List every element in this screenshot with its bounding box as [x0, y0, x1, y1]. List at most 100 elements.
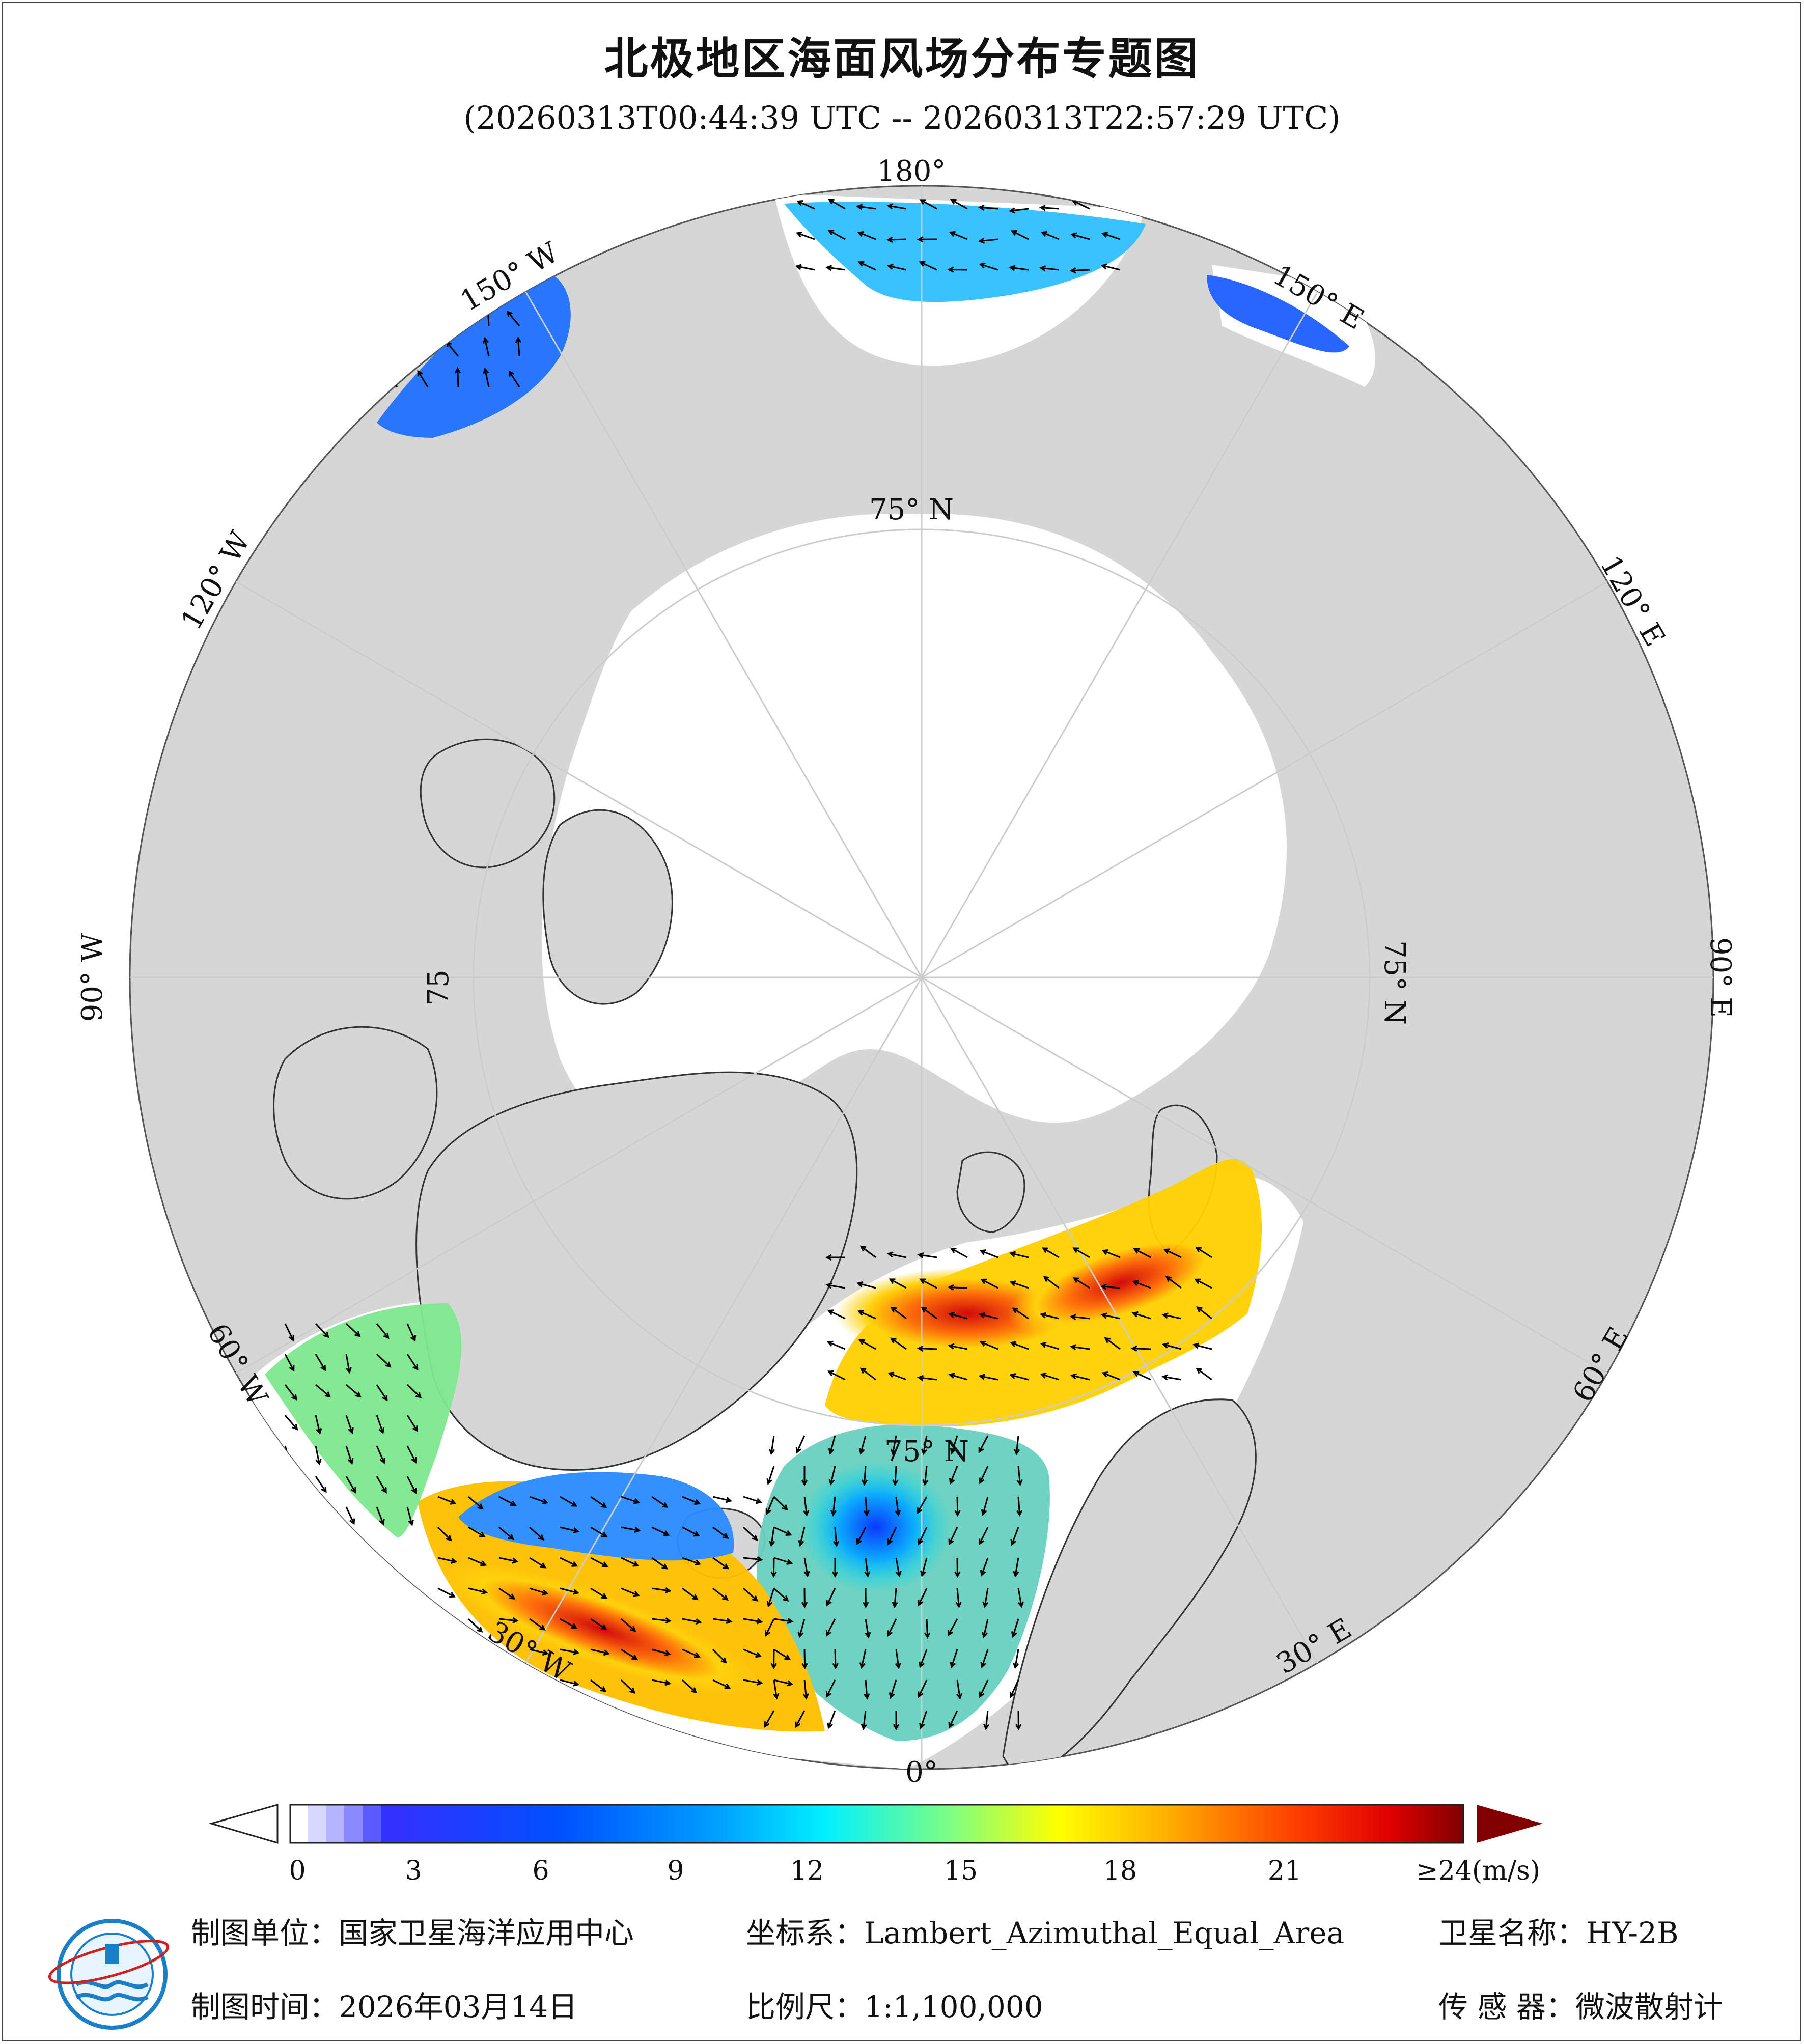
wind-arrow	[796, 200, 815, 210]
wind-arrow	[498, 1557, 519, 1564]
wind-arrow	[345, 1506, 355, 1525]
wind-arrow	[1011, 1618, 1019, 1638]
wind-arrow	[743, 1618, 763, 1625]
nsoas-logo	[48, 1919, 170, 2030]
wind-arrow	[950, 1247, 968, 1258]
wind-arrow	[1100, 1283, 1121, 1290]
wind-arrow	[825, 1282, 846, 1289]
wind-arrow	[416, 310, 429, 326]
wind-arrow	[560, 1618, 578, 1629]
wind-arrow	[797, 1618, 806, 1638]
wind-arrow	[468, 1648, 486, 1660]
meridian-line	[525, 291, 923, 978]
satellite-name: 卫星名称：HY-2B	[1438, 1916, 1679, 1950]
wind-arrow	[890, 1337, 907, 1350]
wind-arrow	[345, 1476, 356, 1494]
wind-arrow	[795, 1435, 806, 1454]
wind-arrow	[956, 1679, 963, 1700]
wind-arrow	[1070, 232, 1090, 240]
wind-arrow	[890, 1435, 897, 1455]
wind-arrow	[773, 1587, 789, 1602]
wind-arrow	[795, 1710, 806, 1728]
lon-label-180: 180°	[877, 155, 946, 188]
cb-seg-white	[290, 1805, 308, 1843]
wind-arrow	[895, 1496, 901, 1517]
wind-arrow	[773, 1557, 793, 1565]
wind-arrow	[743, 1556, 763, 1563]
wind-arrow	[284, 1323, 294, 1342]
wind-arrow	[376, 1323, 390, 1339]
wind-arrow	[712, 1648, 727, 1664]
wind-arrow	[437, 1647, 458, 1654]
wind-arrow	[917, 1496, 928, 1514]
wind-arrow	[468, 1587, 488, 1595]
colorbar-gradient	[399, 1805, 1463, 1843]
wind-arrow	[590, 1679, 607, 1692]
wind-arrow	[1010, 1341, 1029, 1350]
wind-arrow	[1070, 1373, 1090, 1381]
wind-arrow	[417, 370, 429, 387]
wind-arrow	[315, 1323, 329, 1338]
wind-arrow	[406, 1415, 419, 1432]
wind-arrow	[796, 231, 815, 240]
wind-arrow	[590, 1587, 608, 1599]
wind-arrow	[825, 265, 846, 271]
wind-arrow	[981, 1496, 989, 1516]
wind-arrow	[950, 199, 968, 210]
wind-arrow	[892, 1588, 898, 1608]
wind-arrow	[831, 1557, 839, 1578]
wind-arrow	[889, 1679, 897, 1699]
wind-arrow	[1194, 1278, 1212, 1289]
wind-arrow	[651, 1617, 672, 1624]
wind-arrow	[437, 1587, 456, 1598]
wind-arrow	[560, 1587, 579, 1595]
wind-arrow	[766, 1588, 775, 1608]
wind-arrow	[423, 275, 430, 296]
wind-arrow	[833, 1527, 840, 1548]
wind-arrow	[284, 1354, 295, 1372]
wind-arrow	[376, 1384, 388, 1402]
wind-arrow	[765, 1618, 775, 1637]
wind-arrow	[506, 311, 520, 326]
wind-arrow	[949, 1466, 958, 1485]
alaska-swath	[377, 270, 571, 438]
wind-arrow	[682, 1618, 702, 1625]
wind-arrow	[1163, 1248, 1182, 1258]
wind-arrow	[681, 1679, 698, 1694]
wind-arrow	[515, 336, 522, 357]
wind-arrow	[1101, 1249, 1121, 1258]
wind-arrow	[1165, 1276, 1182, 1289]
cb-tick-18: 18	[1103, 1856, 1137, 1886]
wind-arrow	[861, 1466, 868, 1487]
wind-arrow	[979, 1466, 989, 1485]
ellesmere-island	[542, 809, 673, 1005]
wind-arrow	[529, 1587, 549, 1595]
wind-arrow	[590, 1648, 610, 1656]
map-unit: 制图单位：国家卫星海洋应用中心	[191, 1916, 634, 1950]
wind-arrow	[917, 1345, 937, 1352]
wind-arrow	[1069, 267, 1090, 274]
wind-arrow	[386, 370, 398, 387]
wind-arrow	[803, 1557, 810, 1578]
wind-arrow	[621, 1526, 641, 1533]
wind-arrow	[919, 1278, 937, 1289]
kara-max	[1008, 1229, 1233, 1336]
wind-arrow	[917, 1252, 937, 1258]
wind-arrow	[773, 1618, 794, 1625]
wind-arrow	[1100, 263, 1121, 271]
cb-seg-2	[326, 1805, 344, 1843]
wind-arrow	[980, 1557, 989, 1577]
wind-arrow	[949, 231, 968, 240]
wind-arrow	[1131, 1311, 1151, 1320]
wind-arrow	[437, 1679, 454, 1692]
wind-arrow	[651, 1587, 672, 1593]
wind-arrow	[919, 1649, 928, 1668]
colorbar-min-arrow	[208, 1804, 279, 1844]
wind-arrow	[1070, 1344, 1090, 1351]
wind-arrow	[863, 1496, 870, 1517]
wind-arrow	[621, 1587, 640, 1597]
wind-arrow	[895, 1557, 902, 1578]
wind-arrow	[858, 1339, 876, 1350]
